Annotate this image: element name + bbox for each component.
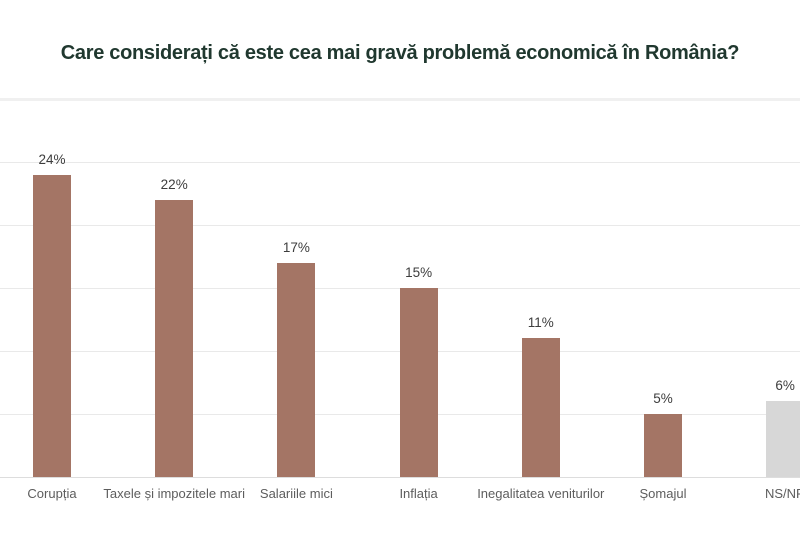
category-label: Taxele și impozitele mari xyxy=(103,486,245,501)
chart-title: Care considerați că este cea mai gravă p… xyxy=(60,42,740,64)
bar-6 xyxy=(644,414,682,477)
bar-value-label: 6% xyxy=(775,378,795,393)
bar-value-label: 5% xyxy=(653,391,673,406)
category-label: Șomajul xyxy=(639,486,687,501)
bar-5 xyxy=(521,338,560,477)
bar-3 xyxy=(277,263,316,477)
category-label: Inflația xyxy=(399,486,438,501)
bar-value-label: 15% xyxy=(405,265,433,280)
category-label: NS/NR xyxy=(764,486,800,501)
gridline xyxy=(0,98,800,101)
gridline xyxy=(0,162,800,163)
bar-value-label: 22% xyxy=(160,177,188,192)
category-label: Salariile mici xyxy=(259,486,333,501)
bar-4 xyxy=(399,288,438,477)
gridline xyxy=(0,225,800,226)
bar-value-label: 11% xyxy=(527,315,554,330)
x-axis-line xyxy=(0,477,800,478)
bar-7 xyxy=(766,401,800,477)
category-label: Corupția xyxy=(27,486,77,501)
bar-2 xyxy=(155,200,194,477)
bar-value-label: 24% xyxy=(38,152,66,167)
bar-1 xyxy=(33,175,71,477)
category-label: Inegalitatea veniturilor xyxy=(477,486,605,501)
bar-value-label: 17% xyxy=(282,240,310,255)
